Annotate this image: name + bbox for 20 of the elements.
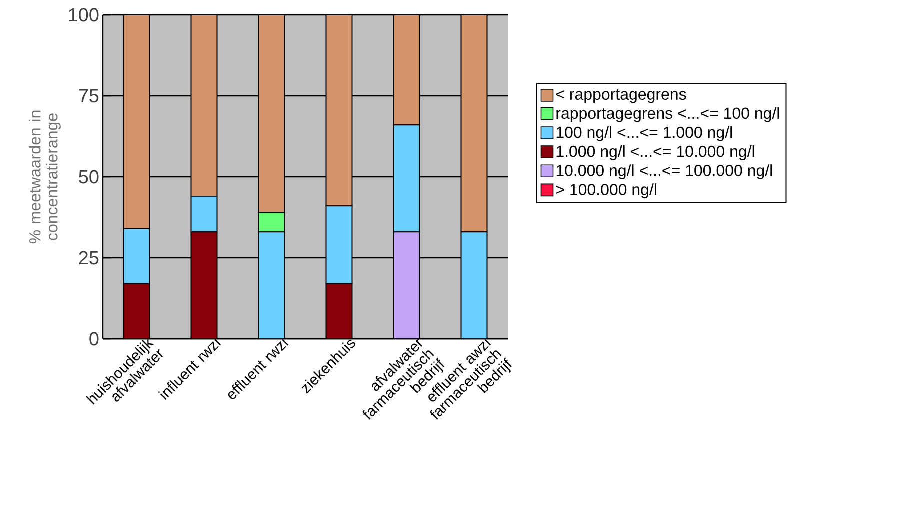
legend-label: < rapportagegrens xyxy=(556,90,686,104)
y-tick-label: 100 xyxy=(69,8,99,22)
y-axis-title: % meetwaarden in concentratierange xyxy=(29,110,61,244)
bar xyxy=(190,196,218,233)
y-tick-label: 75 xyxy=(79,89,99,103)
legend-label: 10.000 ng/l <...<= 100.000 ng/l xyxy=(556,164,772,180)
y-tick-label: 25 xyxy=(79,251,99,265)
bar xyxy=(460,232,488,339)
bar xyxy=(326,206,353,284)
legend-label: > 100.000 ng/l xyxy=(556,184,656,199)
bar xyxy=(393,124,420,233)
y-tick-label: 50 xyxy=(79,170,99,184)
bar xyxy=(258,232,286,339)
bar xyxy=(190,232,218,339)
legend-label: 100 ng/l <...<= 1.000 ng/l xyxy=(556,126,732,142)
legend-label: 1.000 ng/l <...<= 10.000 ng/l xyxy=(556,146,754,160)
bar xyxy=(326,283,353,339)
legend-label: rapportagegrens <...<= 100 ng/l xyxy=(556,107,780,122)
bar xyxy=(123,283,150,339)
bar xyxy=(123,228,150,284)
